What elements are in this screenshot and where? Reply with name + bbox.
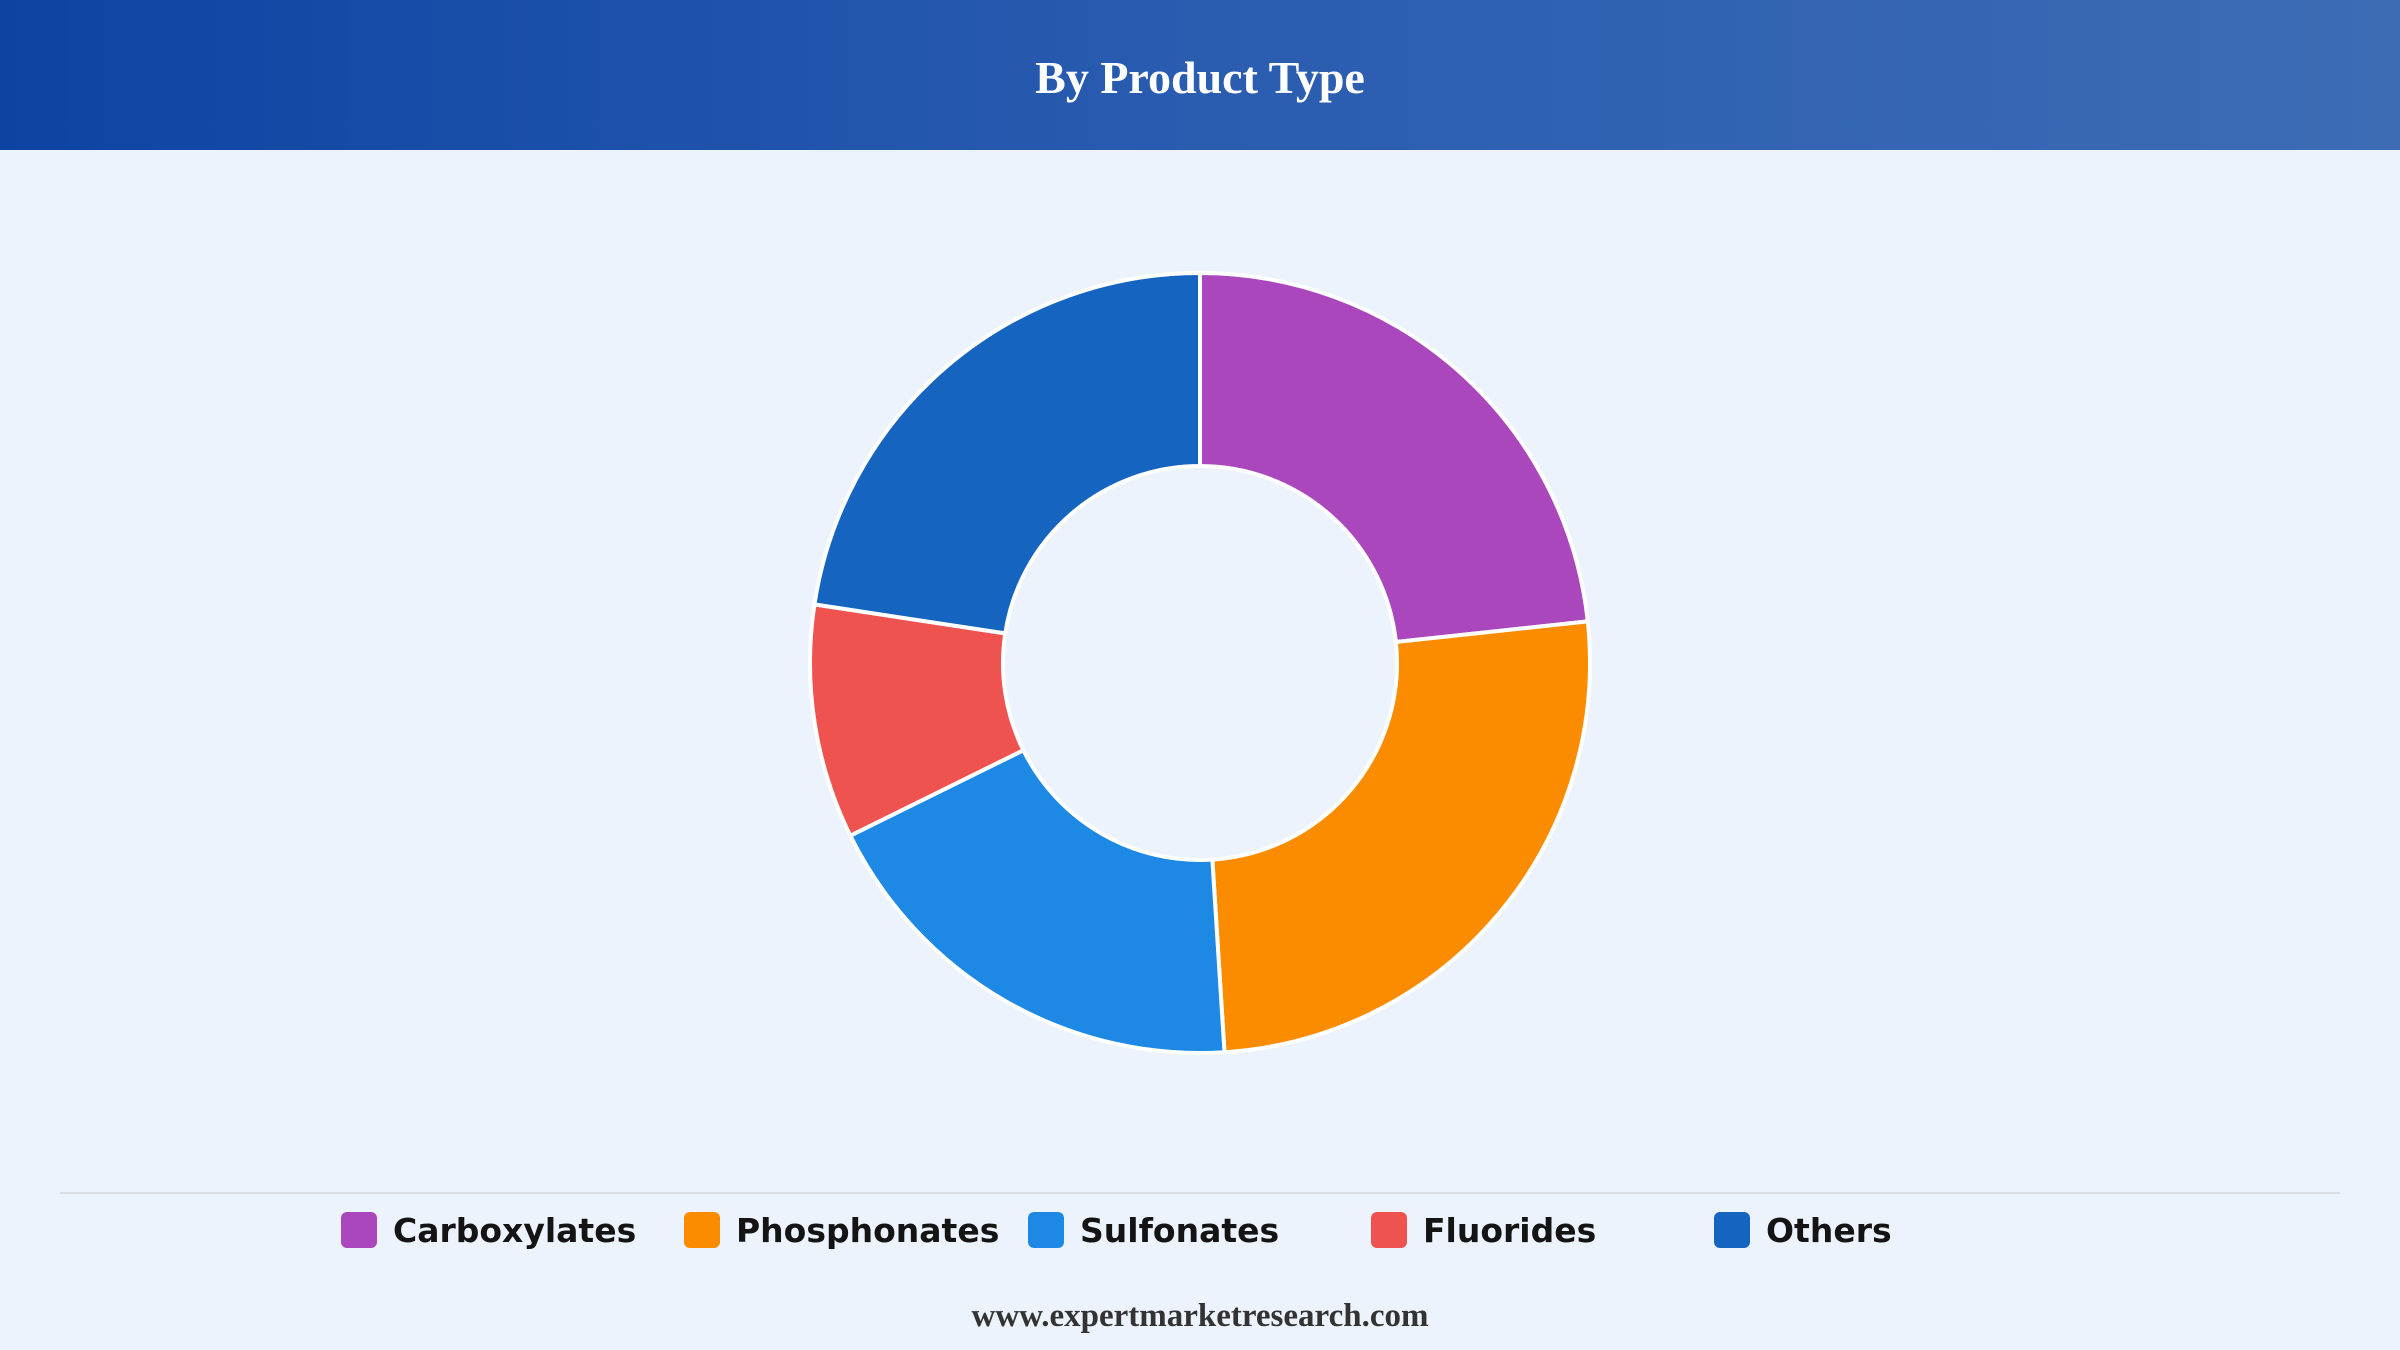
slice-carboxylates[interactable] xyxy=(1198,271,1590,644)
legend-label-fluorides: Fluorides xyxy=(1423,1210,1597,1250)
legend-swatch-carboxylates xyxy=(341,1212,377,1248)
legend-label-carboxylates: Carboxylates xyxy=(393,1210,637,1250)
legend-swatch-sulfonates xyxy=(1028,1212,1064,1248)
chart-title: By Product Type xyxy=(1035,51,1365,103)
legend-label-sulfonates: Sulfonates xyxy=(1080,1210,1280,1250)
footer-url: www.expertmarketresearch.com xyxy=(971,1298,1429,1334)
donut-slices xyxy=(808,271,1592,1055)
legend-item-carboxylates[interactable]: Carboxylates xyxy=(341,1205,636,1255)
legend-label-phosphonates: Phosphonates xyxy=(736,1210,1000,1250)
legend-divider xyxy=(60,1192,2340,1194)
header-banner: By Product Type xyxy=(0,0,2400,150)
legend-item-fluorides[interactable]: Fluorides xyxy=(1371,1205,1596,1255)
legend-label-others: Others xyxy=(1766,1210,1892,1250)
legend-swatch-fluorides xyxy=(1371,1212,1407,1248)
slice-sulfonates[interactable] xyxy=(848,748,1227,1055)
legend-item-phosphonates[interactable]: Phosphonates xyxy=(684,1205,999,1255)
slice-others[interactable] xyxy=(812,271,1202,636)
legend-item-sulfonates[interactable]: Sulfonates xyxy=(1028,1205,1279,1255)
donut-chart xyxy=(808,271,1592,1055)
legend-swatch-phosphonates xyxy=(684,1212,720,1248)
legend: Carboxylates Phosphonates Sulfonates Flu… xyxy=(0,1205,2400,1255)
legend-item-others[interactable]: Others xyxy=(1714,1205,1892,1255)
slice-phosphonates[interactable] xyxy=(1210,619,1592,1055)
legend-swatch-others xyxy=(1714,1212,1750,1248)
